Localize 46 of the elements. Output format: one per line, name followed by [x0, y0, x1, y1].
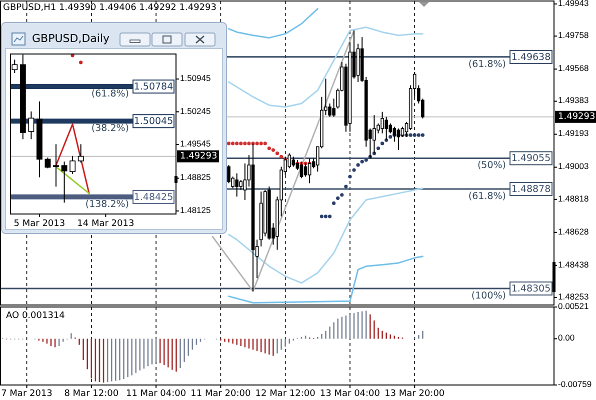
annotation: (138.2%): [85, 198, 129, 210]
y-tick-label: 1.49943: [558, 0, 589, 8]
y-tick-label: -0.00759: [558, 379, 592, 390]
y-tick-label: 1.49568: [558, 63, 589, 74]
y-tick-label: 1.48438: [558, 260, 589, 270]
y-tick-label: 1.50245: [180, 106, 211, 116]
y-tick-label: 1.49545: [180, 138, 211, 149]
x-tick-label: 5 Mar 2013: [14, 219, 66, 229]
y-tick-label: 1.49758: [558, 30, 589, 40]
ref-line-label: 1.48305: [511, 283, 551, 294]
x-tick-label: 11 Mar 04:00: [126, 389, 186, 399]
y-tick-label: 0.00521: [558, 301, 589, 312]
x-tick-label: 11 Mar 20:00: [190, 389, 252, 399]
y-tick-label: 1.48253: [558, 292, 589, 302]
ref-line-label: 1.50045: [134, 116, 174, 127]
annotation: (61.8%): [91, 88, 129, 100]
ref-line-label: 1.49638: [511, 52, 551, 63]
ref-line-label: 1.48425: [134, 192, 174, 203]
ref-line-label: 1.49293: [558, 112, 596, 122]
x-tick-label: 14 Mar 2013: [77, 219, 134, 229]
ref-line-label: 1.49293: [180, 152, 218, 162]
annotation: (61.8%): [468, 190, 506, 202]
y-tick-label: 1.49193: [558, 128, 589, 138]
y-tick-label: 1.48825: [180, 172, 211, 182]
chart-title: AO 0.001314: [6, 311, 66, 321]
y-tick-label: 1.49383: [558, 95, 589, 106]
y-tick-label: 1.50945: [180, 73, 211, 84]
ref-line-label: 1.48878: [511, 184, 551, 195]
annotation: (61.8%): [468, 58, 506, 70]
x-tick-label: 8 Mar 12:00: [64, 389, 119, 399]
annotation: (50%): [477, 160, 506, 172]
annotation: (38.2%): [91, 123, 129, 134]
y-tick-label: 1.48818: [558, 194, 589, 204]
y-tick-label: 1.49003: [558, 161, 589, 172]
y-tick-label: 1.48628: [558, 226, 589, 237]
y-tick-label: 0.00: [558, 333, 575, 343]
x-tick-label: 13 Mar 20:00: [384, 389, 445, 399]
ref-line-label: 1.49055: [511, 152, 551, 164]
x-tick-label: 13 Mar 04:00: [320, 389, 380, 399]
chart-title: GBPUSD,H1 1.49390 1.49406 1.49292 1.49293: [3, 3, 216, 13]
y-tick-label: 1.48125: [180, 205, 211, 216]
x-tick-label: 7 Mar 2013: [1, 389, 52, 399]
annotation: (100%): [471, 290, 506, 302]
chart-title: GBPUSD,Daily: [32, 32, 110, 45]
ref-line-label: 1.50784: [134, 81, 174, 92]
x-tick-label: 12 Mar 12:00: [255, 389, 316, 399]
